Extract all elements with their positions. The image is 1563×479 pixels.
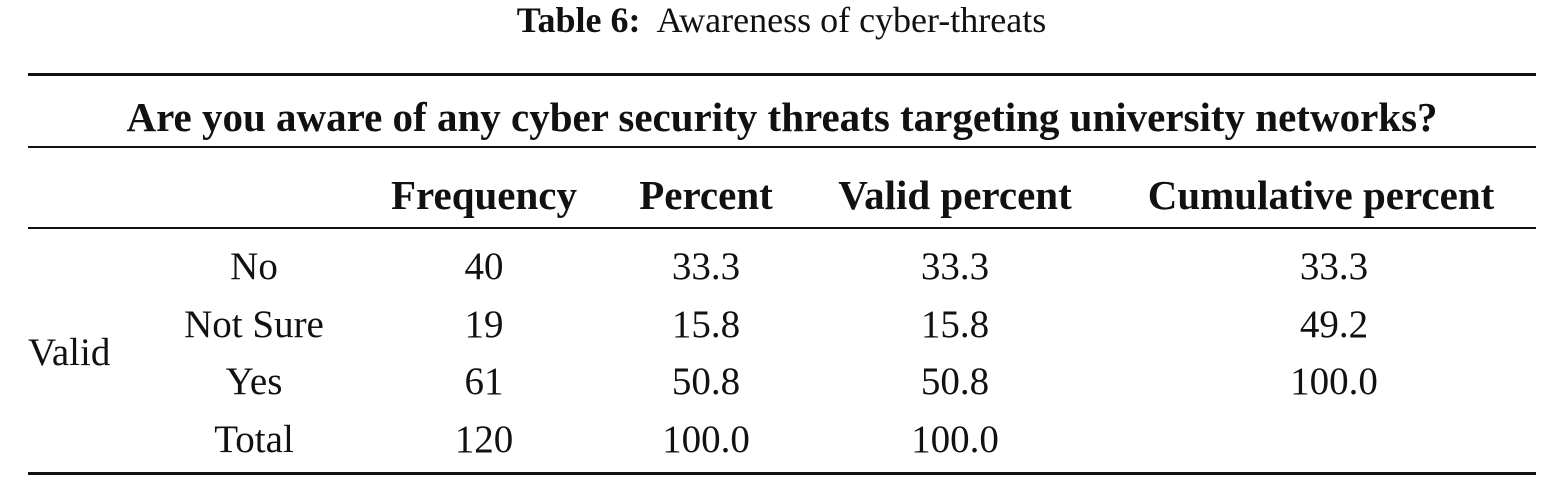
- row-category: Not Sure: [184, 303, 324, 346]
- cell-frequency: 61: [464, 360, 504, 403]
- header-frequency: Frequency: [390, 172, 578, 218]
- bottom-rule: [28, 472, 1536, 475]
- cell-frequency: 40: [464, 245, 504, 288]
- header-rule: [28, 227, 1536, 229]
- table-question: Are you aware of any cyber security thre…: [126, 94, 1438, 140]
- question-rule: [28, 146, 1536, 148]
- header-valid-percent: Valid percent: [838, 172, 1072, 218]
- header-cumulative-percent: Cumulative percent: [1147, 172, 1495, 218]
- table-title: Awareness of cyber-threats: [656, 0, 1047, 40]
- cell-valid-percent: 100.0: [911, 418, 999, 461]
- cell-cumulative-percent: 49.2: [1299, 303, 1369, 346]
- cell-percent: 50.8: [671, 360, 741, 403]
- cell-percent: 100.0: [662, 418, 750, 461]
- header-percent: Percent: [639, 172, 773, 218]
- group-label-valid: Valid: [28, 331, 111, 374]
- table-number: Table 6:: [516, 0, 641, 40]
- table-caption: Table 6: Awareness of cyber-threats: [0, 0, 1563, 40]
- row-category: Yes: [225, 360, 283, 403]
- cell-valid-percent: 33.3: [920, 245, 990, 288]
- row-category: No: [230, 245, 278, 288]
- top-rule: [28, 73, 1536, 76]
- row-category: Total: [214, 418, 294, 461]
- cell-valid-percent: 50.8: [920, 360, 990, 403]
- cell-percent: 15.8: [671, 303, 741, 346]
- cell-valid-percent: 15.8: [920, 303, 990, 346]
- cell-cumulative-percent: 33.3: [1299, 245, 1369, 288]
- cell-percent: 33.3: [671, 245, 741, 288]
- cell-frequency: 120: [454, 418, 514, 461]
- cell-cumulative-percent: 100.0: [1290, 360, 1378, 403]
- cell-frequency: 19: [464, 303, 504, 346]
